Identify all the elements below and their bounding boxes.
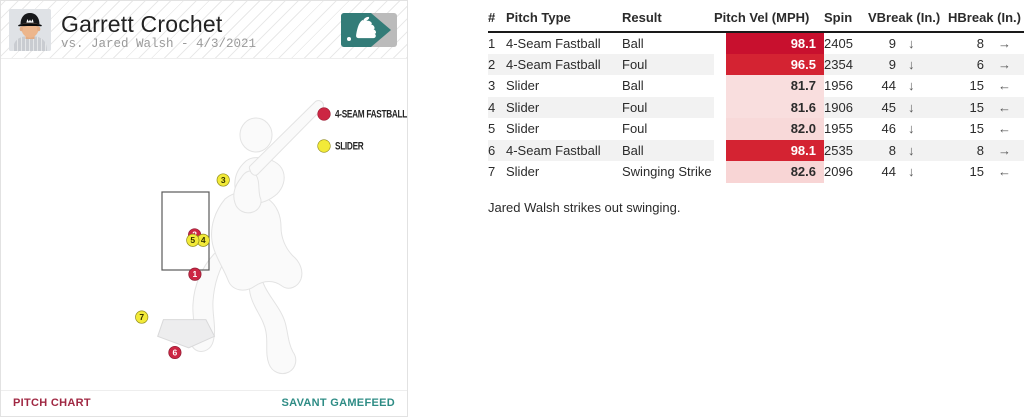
svg-text:3: 3 [221,175,226,185]
svg-text:7: 7 [139,312,144,322]
svg-text:5: 5 [190,235,195,245]
svg-text:4-SEAM FASTBALL: 4-SEAM FASTBALL [335,108,407,120]
svg-text:4: 4 [201,235,206,245]
svg-text:1: 1 [193,269,198,279]
svg-text:SLIDER: SLIDER [335,140,364,152]
svg-text:6: 6 [173,347,178,357]
